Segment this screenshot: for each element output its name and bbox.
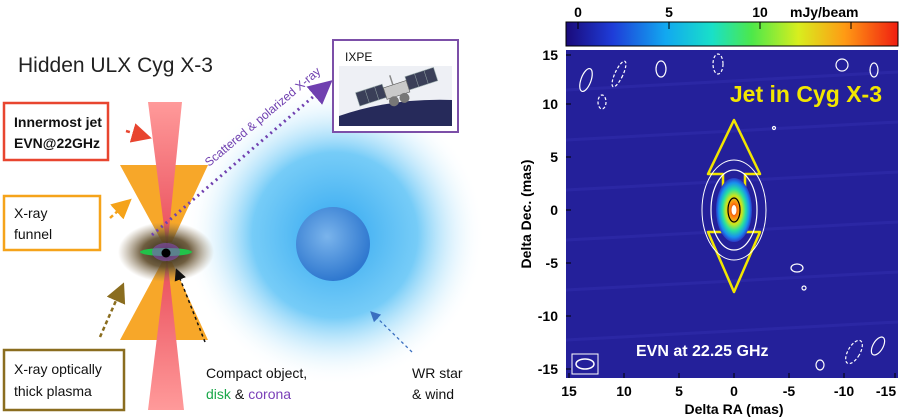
compact-object <box>161 248 171 258</box>
compact-object-arrow <box>174 268 206 343</box>
y-tick-label: -15 <box>538 361 558 377</box>
y-tick-label: -10 <box>538 308 558 324</box>
xray-funnel-box <box>2 194 102 252</box>
source-peak <box>731 205 737 215</box>
x-tick-label: -10 <box>834 383 854 399</box>
colorbar-tick-label: 0 <box>574 4 582 20</box>
x-ticks <box>568 373 896 378</box>
x-tick-label: 15 <box>561 383 577 399</box>
radio-map-panel: 0 5 10 mJy/beam <box>518 4 899 417</box>
disk-corona-label: disk & corona <box>206 386 291 402</box>
and-symbol: & <box>235 386 245 402</box>
x-axis-label: Delta RA (mas) <box>684 401 783 417</box>
map-noise <box>565 70 899 342</box>
source-contour <box>701 159 767 261</box>
jet-direction-arrow <box>706 118 762 294</box>
ixpe-label: IXPE <box>345 50 372 64</box>
innermost-jet-freq: EVN@22GHz <box>14 135 100 151</box>
colorbar <box>565 21 899 47</box>
innermost-jet-arrow <box>125 123 152 143</box>
source-contour <box>710 169 758 251</box>
beam-box <box>571 353 599 375</box>
xray-funnel-arrow <box>109 198 132 220</box>
noise-contours <box>579 53 886 371</box>
schematic-title: Hidden ULX Cyg X-3 <box>18 54 213 77</box>
colorbar-tick-label: 10 <box>752 4 768 20</box>
x-tick-label: 0 <box>730 383 738 399</box>
x-tick-label: -15 <box>876 383 896 399</box>
y-tick-label: -5 <box>546 255 559 271</box>
jet-upper <box>148 102 182 250</box>
y-tick-label: 10 <box>542 96 558 112</box>
x-tick-label: 10 <box>616 383 632 399</box>
x-tick-label: -5 <box>783 383 796 399</box>
innermost-jet-box <box>2 101 110 162</box>
y-axis-label: Delta Dec. (mas) <box>518 160 534 269</box>
jet-lower <box>148 256 184 410</box>
source-peak-contour <box>727 197 741 223</box>
innermost-jet-label: Innermost jet <box>14 114 102 130</box>
disk-label: disk <box>206 386 232 402</box>
colorbar-unit: mJy/beam <box>790 4 858 20</box>
thick-plasma-label: X-ray optically <box>14 361 102 377</box>
xray-funnel-label: X-ray <box>14 205 47 221</box>
corona-label: corona <box>248 386 291 402</box>
colorbar-tick-label: 5 <box>665 4 673 20</box>
schematic-panel: Hidden ULX Cyg X-3 Innermost jet EVN@22G… <box>2 39 485 412</box>
y-ticks <box>566 54 571 370</box>
xray-funnel-label-2: funnel <box>14 226 52 242</box>
compact-object-label: Compact object, <box>206 365 307 381</box>
y-tick-label: 5 <box>550 149 558 165</box>
thick-plasma-label-2: thick plasma <box>14 383 92 399</box>
wr-wind-label: & wind <box>412 386 454 402</box>
beam-ellipse <box>575 358 595 370</box>
y-tick-label: 15 <box>542 47 558 63</box>
map-title: Jet in Cyg X-3 <box>730 81 882 107</box>
ixpe-satellite-image <box>339 66 452 126</box>
y-tick-label: 0 <box>550 202 558 218</box>
thick-plasma-arrow <box>98 282 126 338</box>
wr-star-label: WR star <box>412 365 463 381</box>
thick-plasma-box <box>2 348 126 412</box>
map-caption: EVN at 22.25 GHz <box>636 343 769 360</box>
x-tick-label: 5 <box>675 383 683 399</box>
wr-star <box>296 207 370 281</box>
scattered-xray-arrow <box>151 80 333 237</box>
